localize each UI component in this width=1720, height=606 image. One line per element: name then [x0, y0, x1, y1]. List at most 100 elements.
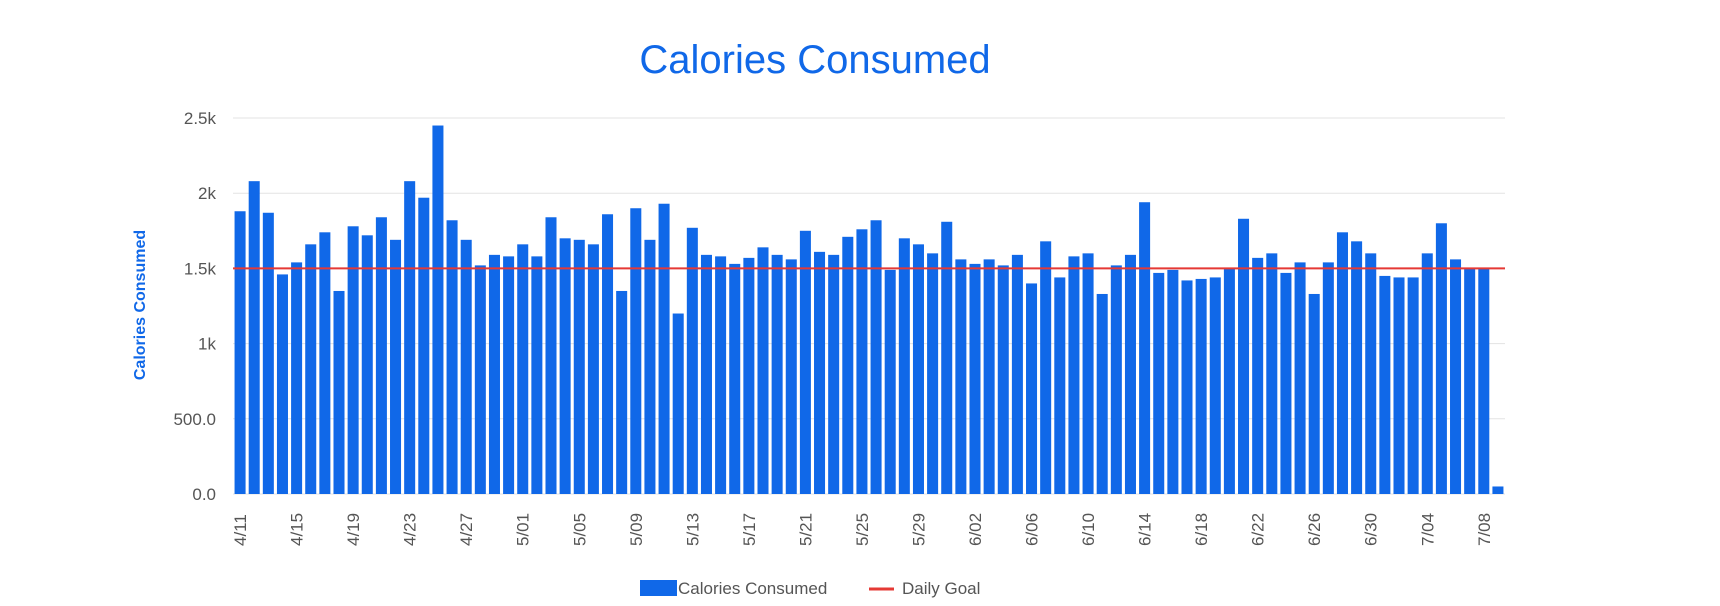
y-tick-label: 0.0	[192, 485, 216, 504]
legend: Calories Consumed Daily Goal	[640, 579, 980, 598]
x-tick-label: 6/18	[1192, 513, 1211, 546]
bar	[715, 256, 727, 494]
bar	[1492, 486, 1504, 494]
y-tick-label: 2k	[198, 184, 216, 203]
bar	[531, 256, 543, 494]
x-tick-label: 5/05	[570, 513, 589, 546]
bar	[347, 226, 359, 494]
bar	[1040, 241, 1052, 494]
legend-label-daily-goal: Daily Goal	[902, 579, 980, 598]
bar	[503, 256, 515, 494]
bar	[559, 238, 571, 494]
bar	[828, 254, 840, 494]
bar	[941, 221, 953, 494]
bar	[1068, 256, 1080, 494]
bar	[587, 244, 599, 494]
x-tick-label: 4/19	[344, 513, 363, 546]
bar	[517, 244, 529, 494]
bar	[644, 239, 656, 494]
bar	[1238, 218, 1250, 494]
y-axis-title: Calories Consumed	[132, 230, 149, 380]
x-tick-label: 5/09	[627, 513, 646, 546]
bar	[1336, 232, 1348, 494]
x-tick-label: 4/23	[401, 513, 420, 546]
legend-label-calories: Calories Consumed	[678, 579, 827, 598]
bar	[1322, 262, 1334, 494]
y-tick-label: 2.5k	[184, 109, 217, 128]
x-tick-label: 7/04	[1418, 513, 1437, 546]
bar	[616, 290, 628, 494]
bar	[898, 238, 910, 494]
bar	[1393, 277, 1405, 494]
x-tick-label: 6/02	[966, 513, 985, 546]
bar	[1011, 254, 1023, 494]
bar	[234, 211, 246, 495]
bar	[1124, 254, 1136, 494]
bar	[771, 254, 783, 494]
x-tick-label: 4/15	[288, 513, 307, 546]
bar	[1223, 268, 1235, 494]
bar	[1450, 259, 1462, 494]
bars	[234, 125, 1504, 495]
bar	[1351, 241, 1363, 494]
x-tick-label: 6/14	[1136, 513, 1155, 546]
bar	[276, 274, 288, 494]
bar	[1153, 272, 1165, 494]
bar	[1209, 277, 1221, 494]
x-tick-label: 5/13	[683, 513, 702, 546]
bar	[1407, 277, 1419, 494]
bar	[1167, 269, 1179, 494]
bar	[418, 197, 430, 494]
bar	[602, 214, 614, 495]
bar	[1054, 277, 1066, 494]
x-tick-label: 5/01	[514, 513, 533, 546]
y-tick-label: 500.0	[173, 410, 216, 429]
x-tick-label: 6/22	[1249, 513, 1268, 546]
bar	[361, 235, 373, 494]
bar	[1365, 253, 1377, 494]
x-tick-label: 7/08	[1475, 513, 1494, 546]
bar	[488, 254, 500, 494]
bar	[474, 265, 486, 494]
bar	[1266, 253, 1278, 494]
bar	[1096, 293, 1108, 494]
bar	[757, 247, 769, 494]
bar	[446, 220, 458, 494]
bar	[672, 313, 684, 494]
bar	[969, 263, 981, 494]
bar	[799, 230, 811, 495]
bar	[1139, 202, 1151, 494]
bar	[785, 259, 797, 494]
bar	[291, 262, 303, 494]
bar	[1435, 223, 1447, 494]
bar	[997, 265, 1009, 494]
x-tick-label: 6/30	[1362, 513, 1381, 546]
bar	[1379, 275, 1391, 494]
bar	[700, 254, 712, 494]
x-tick-label: 5/17	[740, 513, 759, 546]
bar	[1181, 280, 1193, 494]
bar	[375, 217, 387, 494]
x-tick-label: 6/26	[1305, 513, 1324, 546]
bar	[1308, 293, 1320, 494]
x-tick-label: 6/06	[1023, 513, 1042, 546]
bar	[573, 239, 585, 494]
bar	[743, 257, 755, 494]
bar	[460, 239, 472, 494]
bar	[319, 232, 331, 494]
bar	[842, 236, 854, 495]
bar	[248, 181, 260, 494]
x-tick-label: 6/10	[1079, 513, 1098, 546]
bar	[545, 217, 557, 494]
bar	[1252, 257, 1264, 494]
x-tick-label: 5/21	[796, 513, 815, 546]
bar	[658, 203, 670, 494]
legend-swatch-calories	[640, 580, 677, 596]
bar	[1026, 283, 1038, 494]
bar	[814, 251, 826, 494]
bar	[305, 244, 317, 494]
y-tick-label: 1.5k	[184, 259, 217, 278]
bar	[927, 253, 939, 494]
